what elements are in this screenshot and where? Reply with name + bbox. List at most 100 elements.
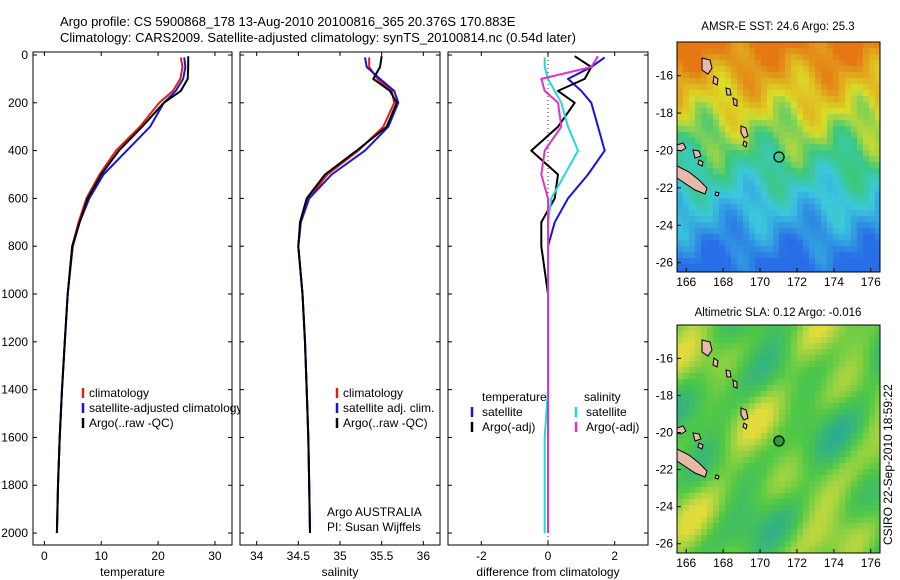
heatmap-cell (851, 144, 858, 151)
heatmap-cell (761, 120, 768, 127)
heatmap-cell (851, 499, 858, 506)
heatmap-cell (725, 132, 732, 139)
heatmap-cell (869, 78, 876, 85)
heatmap-cell (857, 541, 864, 548)
y-tick-label: 600 (8, 191, 28, 205)
heatmap-cell (833, 523, 840, 530)
heatmap-cell (689, 228, 696, 235)
heatmap-cell (839, 48, 846, 55)
heatmap-cell (773, 337, 780, 344)
heatmap-cell (695, 535, 702, 542)
heatmap-cell (731, 403, 738, 410)
heatmap-cell (791, 469, 798, 476)
heatmap-cell (839, 138, 846, 145)
heatmap-cell (683, 505, 690, 512)
heatmap-cell (809, 385, 816, 392)
heatmap-cell (701, 270, 708, 272)
heatmap-cell (773, 120, 780, 127)
heatmap-cell (719, 511, 726, 518)
heatmap-cell (863, 379, 870, 386)
heatmap-cell (833, 439, 840, 446)
y-tick-label: -24 (656, 218, 674, 232)
heatmap-cell (683, 529, 690, 536)
heatmap-cell (815, 523, 822, 530)
heatmap-cell (701, 42, 708, 49)
heatmap-cell (731, 234, 738, 241)
heatmap-cell (773, 511, 780, 518)
sla-map-frame (676, 324, 881, 554)
heatmap-cell (761, 403, 768, 410)
heatmap-cell (689, 505, 696, 512)
heatmap-cell (839, 222, 846, 229)
heatmap-cell (725, 541, 732, 548)
y-tick-label: 1400 (1, 383, 28, 397)
heatmap-cell (875, 162, 880, 169)
heatmap-cell (779, 547, 786, 553)
heatmap-cell (743, 102, 750, 109)
heatmap-cell (743, 511, 750, 518)
heatmap-cell (821, 252, 828, 259)
heatmap-cell (863, 210, 870, 217)
heatmap-cell (707, 475, 714, 482)
heatmap-cell (749, 475, 756, 482)
heatmap-cell (833, 511, 840, 518)
heatmap-cell (875, 463, 880, 470)
heatmap-cell (863, 192, 870, 199)
heatmap-cell (779, 397, 786, 404)
heatmap-cell (833, 343, 840, 350)
heatmap-cell (785, 210, 792, 217)
heatmap-cell (845, 246, 852, 253)
heatmap-cell (779, 325, 786, 332)
heatmap-cell (851, 415, 858, 422)
heatmap-cell (857, 349, 864, 356)
heatmap-cell (857, 421, 864, 428)
heatmap-cell (833, 138, 840, 145)
heatmap-cell (845, 78, 852, 85)
heatmap-cell (767, 523, 774, 530)
heatmap-cell (737, 343, 744, 350)
heatmap-cell (701, 90, 708, 97)
heatmap-cell (737, 463, 744, 470)
heatmap-cell (851, 379, 858, 386)
heatmap-cell (719, 487, 726, 494)
heatmap-cell (731, 132, 738, 139)
heatmap-cell (845, 415, 852, 422)
heatmap-cell (833, 150, 840, 157)
heatmap-cell (803, 397, 810, 404)
heatmap-cell (875, 421, 880, 428)
heatmap-cell (815, 96, 822, 103)
heatmap-cell (803, 258, 810, 265)
heatmap-cell (815, 252, 822, 259)
heatmap-cell (755, 535, 762, 542)
heatmap-cell (695, 343, 702, 350)
heatmap-cell (857, 186, 864, 193)
heatmap-cell (815, 150, 822, 157)
heatmap-cell (851, 204, 858, 211)
heatmap-cell (755, 547, 762, 553)
heatmap-cell (797, 270, 804, 272)
heatmap-cell (743, 529, 750, 536)
heatmap-cell (713, 457, 720, 464)
heatmap-cell (791, 445, 798, 452)
heatmap-cell (677, 439, 684, 446)
heatmap-cell (797, 469, 804, 476)
heatmap-cell (743, 174, 750, 181)
heatmap-cell (797, 349, 804, 356)
heatmap-cell (725, 246, 732, 253)
legend-label: satellite (586, 405, 627, 419)
heatmap-cell (707, 102, 714, 109)
heatmap-cell (701, 102, 708, 109)
heatmap-cell (809, 367, 816, 374)
heatmap-cell (767, 78, 774, 85)
heatmap-cell (695, 156, 702, 163)
heatmap-cell (833, 60, 840, 67)
heatmap-cell (749, 150, 756, 157)
heatmap-cell (785, 198, 792, 205)
heatmap-cell (833, 481, 840, 488)
heatmap-cell (731, 331, 738, 338)
heatmap-cell (737, 415, 744, 422)
heatmap-cell (689, 66, 696, 73)
heatmap-cell (677, 397, 684, 404)
heatmap-cell (845, 361, 852, 368)
heatmap-cell (773, 385, 780, 392)
